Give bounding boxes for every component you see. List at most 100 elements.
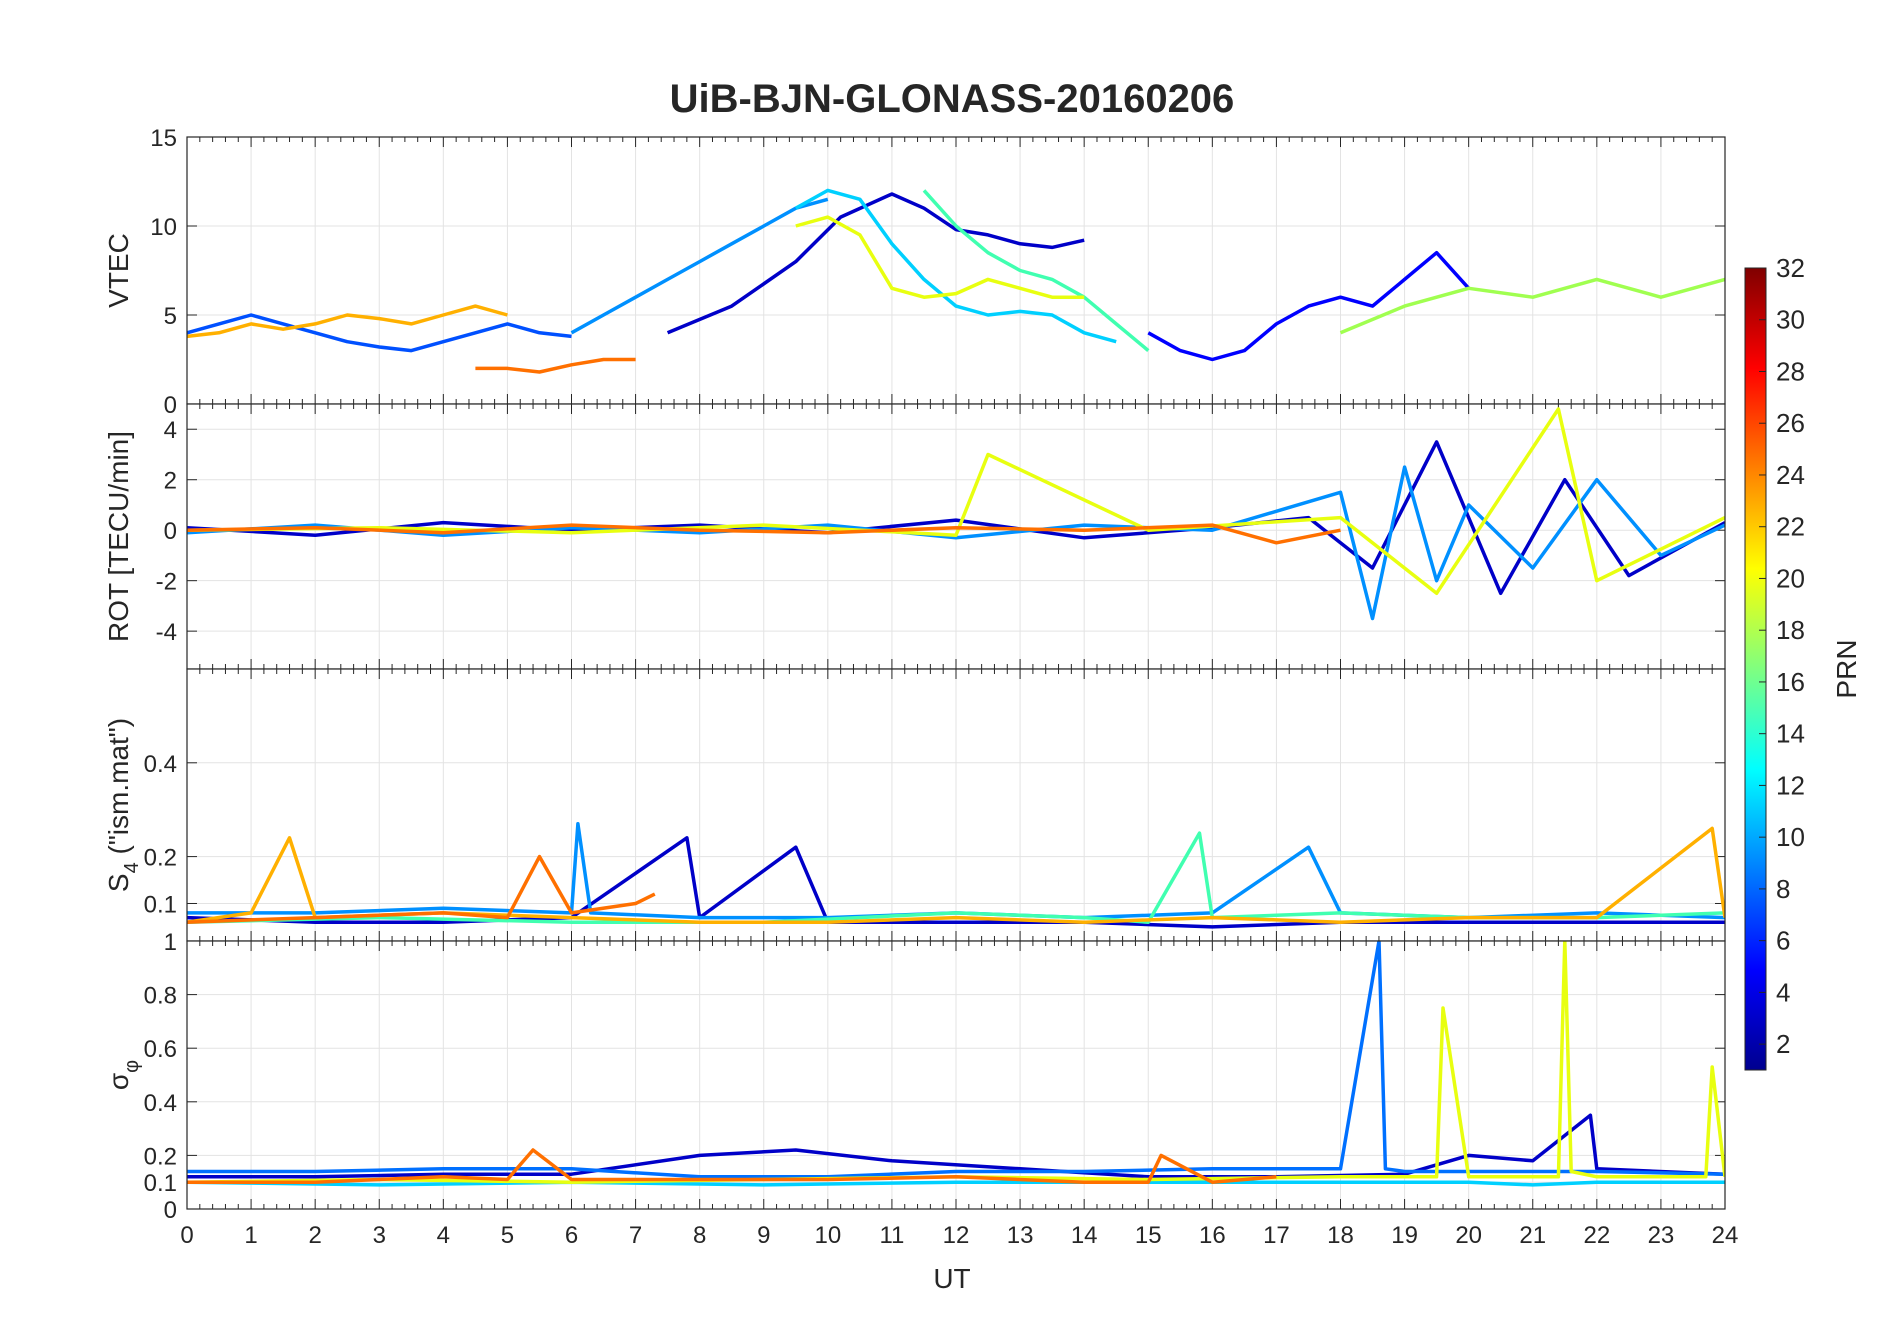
x-tick-label: 17 <box>1263 1222 1290 1249</box>
y-axis-label: ROT [TECU/min] <box>103 431 134 642</box>
panel-rot: -4 -2 0 2 4 ROT [TECU/min] <box>103 403 1726 670</box>
x-tick-label: 21 <box>1519 1222 1546 1249</box>
series-line <box>666 192 1085 335</box>
y-tick-label: -2 <box>156 569 177 596</box>
colorbar-tick-label: 16 <box>1776 667 1805 697</box>
series-line <box>1147 250 1470 362</box>
colorbar-label: PRN <box>1831 639 1862 698</box>
series-line <box>187 313 572 353</box>
y-tick-label: 0.6 <box>144 1036 177 1063</box>
x-tick-label: 19 <box>1391 1222 1418 1249</box>
series-line <box>922 189 1150 352</box>
y-axis-label-rest: ("ism.mat") <box>103 718 134 862</box>
y-tick-label: 0 <box>164 392 177 419</box>
x-tick-label: 0 <box>180 1222 193 1249</box>
series-line <box>570 197 829 335</box>
series-line <box>1339 277 1725 335</box>
y-tick-label: 1 <box>164 929 177 956</box>
colorbar-tick-label: 6 <box>1776 926 1790 956</box>
colorbar-tick-label: 14 <box>1776 719 1805 749</box>
series-group <box>187 407 1725 621</box>
x-tick-label: 23 <box>1648 1222 1675 1249</box>
y-tick-label: 4 <box>164 417 177 444</box>
y-tick-label: 15 <box>150 125 177 152</box>
series-group <box>187 188 1725 374</box>
x-tick-label: 3 <box>373 1222 386 1249</box>
x-tick-label: 7 <box>629 1222 642 1249</box>
x-tick-label: 8 <box>693 1222 706 1249</box>
y-axis-label-main: σ <box>103 1073 134 1090</box>
series-line <box>475 357 636 374</box>
y-tick-label: 0.2 <box>144 845 177 872</box>
series-line <box>187 854 656 924</box>
y-tick-label: 10 <box>150 214 177 241</box>
y-axis-label: S4 ("ism.mat") <box>103 718 143 892</box>
series-group <box>187 822 1725 929</box>
colorbar-tick-label: 32 <box>1776 253 1805 283</box>
x-tick-label: 12 <box>943 1222 970 1249</box>
series-line <box>794 188 1117 344</box>
y-axis-label-sub: 4 <box>121 862 143 873</box>
x-tick-label: 9 <box>757 1222 770 1249</box>
series-line <box>187 1148 1277 1184</box>
y-tick-label: 0.1 <box>144 1170 177 1197</box>
colorbar-tick-label: 26 <box>1776 408 1805 438</box>
colorbar-tick-label: 28 <box>1776 356 1805 386</box>
x-tick-label: 24 <box>1712 1222 1739 1249</box>
y-tick-label: 0.2 <box>144 1143 177 1170</box>
y-axis-label-sub: φ <box>121 1060 143 1073</box>
colorbar-tick-label: 24 <box>1776 460 1805 490</box>
colorbar-tick-label: 20 <box>1776 563 1805 593</box>
series-group <box>187 941 1725 1187</box>
y-tick-label: 5 <box>164 303 177 330</box>
series-line <box>187 523 1341 545</box>
series-line <box>795 215 1085 299</box>
colorbar-tick-label: 10 <box>1776 822 1805 852</box>
x-tick-label: 11 <box>879 1222 904 1249</box>
y-tick-label: 0.4 <box>144 751 177 778</box>
x-tick-label: 6 <box>565 1222 578 1249</box>
series-line <box>187 304 508 339</box>
colorbar-tick-label: 22 <box>1776 512 1805 542</box>
series-line <box>187 440 1725 596</box>
panel-frame <box>186 940 1726 1210</box>
colorbar-tick-label: 18 <box>1776 615 1805 645</box>
series-line <box>187 826 1725 924</box>
colorbar-tick-label: 30 <box>1776 305 1805 335</box>
colorbar-tick-label: 12 <box>1776 770 1805 800</box>
panel-sigma: 00.10.2 0.4 0.6 0.8 1 σφ <box>103 929 1726 1224</box>
y-axis-label-main: S <box>103 873 134 892</box>
x-tick-label: 15 <box>1135 1222 1162 1249</box>
y-tick-label: -4 <box>156 619 177 646</box>
colorbar-gradient <box>1744 267 1767 1071</box>
y-axis-label: σφ <box>103 1060 143 1090</box>
x-tick-label: 18 <box>1327 1222 1354 1249</box>
x-tick-label: 14 <box>1071 1222 1098 1249</box>
x-tick-label: 10 <box>814 1222 841 1249</box>
colorbar-tick-label: 8 <box>1776 874 1790 904</box>
y-tick-label: 0.8 <box>144 983 177 1010</box>
colorbar-tick-label: 2 <box>1776 1029 1790 1059</box>
x-tick-label: 13 <box>1007 1222 1034 1249</box>
x-tick-label: 4 <box>437 1222 450 1249</box>
x-tick-label: 5 <box>501 1222 514 1249</box>
y-tick-label: 0 <box>164 1197 177 1224</box>
x-tick-label: 1 <box>244 1222 257 1249</box>
y-tick-label: 0.1 <box>144 891 177 918</box>
colorbar-tick-label: 4 <box>1776 977 1790 1007</box>
x-axis-label: UT <box>933 1263 970 1294</box>
series-line <box>187 407 1725 596</box>
y-tick-label: 0 <box>164 518 177 545</box>
x-axis: 0 1 2 3 4 5 6 7 8 9 10 11 12 13 14 15 16 17 18 19 20 21 22 23 24 <box>180 1222 1738 1249</box>
x-tick-label: 22 <box>1583 1222 1610 1249</box>
chart-title: UiB-BJN-GLONASS-20160206 <box>670 77 1235 121</box>
y-axis-label: VTEC <box>103 233 134 308</box>
x-tick-label: 20 <box>1455 1222 1482 1249</box>
series-line <box>187 465 1725 621</box>
y-tick-label: 0.4 <box>144 1090 177 1117</box>
x-tick-label: 2 <box>308 1222 321 1249</box>
y-tick-label: 2 <box>164 468 177 495</box>
